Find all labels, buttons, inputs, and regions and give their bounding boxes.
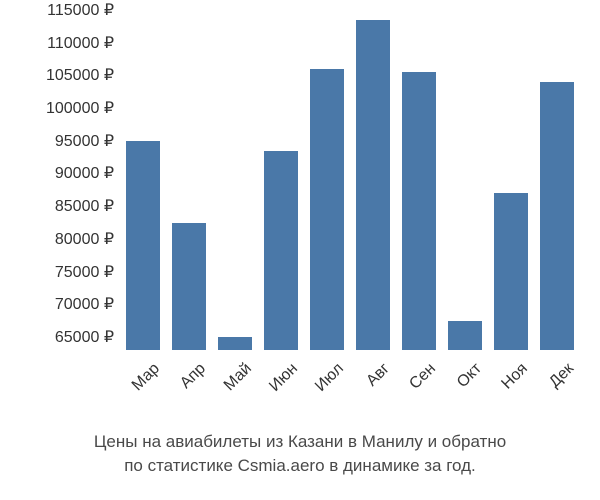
bar bbox=[126, 141, 159, 350]
y-tick-label: 65000 ₽ bbox=[55, 327, 114, 347]
bar bbox=[402, 72, 435, 350]
bar bbox=[540, 82, 573, 350]
bar bbox=[310, 69, 343, 350]
plot-area: 65000 ₽70000 ₽75000 ₽80000 ₽85000 ₽90000… bbox=[120, 10, 580, 350]
y-tick-label: 115000 ₽ bbox=[47, 0, 114, 20]
y-tick-label: 90000 ₽ bbox=[55, 163, 114, 183]
bar bbox=[172, 223, 205, 351]
bar bbox=[218, 337, 251, 350]
bar bbox=[356, 20, 389, 350]
caption-line: Цены на авиабилеты из Казани в Манилу и … bbox=[0, 430, 600, 454]
y-tick-label: 105000 ₽ bbox=[46, 65, 114, 85]
bar bbox=[448, 321, 481, 350]
y-tick-label: 95000 ₽ bbox=[55, 131, 114, 151]
y-tick-label: 85000 ₽ bbox=[55, 196, 114, 216]
caption-line: по статистике Csmia.aero в динамике за г… bbox=[0, 454, 600, 478]
bar bbox=[264, 151, 297, 350]
y-tick-label: 75000 ₽ bbox=[55, 262, 114, 282]
y-tick-label: 100000 ₽ bbox=[46, 98, 114, 118]
price-chart: 65000 ₽ 70000 ₽ 75000 ₽ 80000 ₽ 85000 ₽ 90000… bbox=[0, 0, 600, 500]
y-tick-label: 80000 ₽ bbox=[55, 229, 114, 249]
y-tick-label: 110000 ₽ bbox=[47, 33, 114, 53]
chart-caption: Цены на авиабилеты из Казани в Манилу и … bbox=[0, 430, 600, 478]
bar bbox=[494, 193, 527, 350]
y-tick-label: 70000 ₽ bbox=[55, 294, 114, 314]
